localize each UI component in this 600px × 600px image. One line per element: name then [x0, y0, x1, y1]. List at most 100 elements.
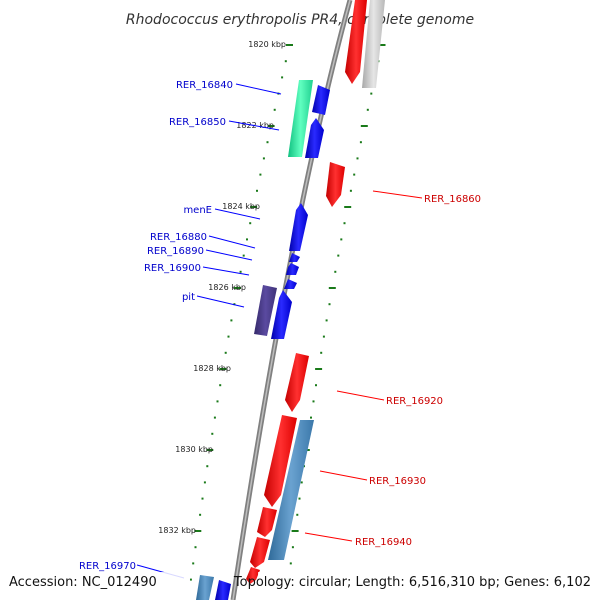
ruler-tick: [206, 465, 209, 468]
ruler-tick: [259, 173, 262, 176]
leader-lines-left: [136, 83, 282, 579]
gene-steel[interactable]: [268, 420, 314, 560]
kbp-label: 1830 kbp: [175, 445, 213, 454]
ruler-tick: [249, 222, 252, 225]
ruler-tick: [366, 108, 369, 111]
ruler-tick: [315, 368, 323, 370]
ruler-tick: [194, 546, 197, 549]
ruler-tick: [233, 303, 236, 306]
gene-forward[interactable]: [271, 290, 292, 339]
ruler-tick: [256, 189, 258, 192]
ruler-tick: [242, 254, 245, 257]
gene-features: [196, 0, 385, 600]
gene-forward[interactable]: [289, 203, 308, 251]
gene-reverse[interactable]: [257, 507, 277, 537]
gene-label[interactable]: RER_16900: [144, 263, 201, 274]
ruler-tick: [320, 351, 323, 354]
ruler-tick: [289, 562, 292, 565]
ruler-tick: [291, 546, 294, 549]
ruler-tick: [356, 157, 359, 160]
gene-label[interactable]: RER_16920: [386, 396, 443, 407]
ruler-tick: [328, 303, 331, 306]
gene-rna[interactable]: [288, 80, 313, 157]
gene-label[interactable]: pit: [182, 292, 195, 303]
ruler-tick: [325, 319, 328, 322]
ruler-tick: [201, 497, 204, 500]
ruler-tick: [344, 206, 352, 208]
ruler-tick: [286, 44, 293, 46]
ruler-tick: [300, 481, 303, 484]
accession-text: Accession: NC_012490: [9, 575, 157, 590]
gene-other[interactable]: [254, 285, 277, 336]
ruler-tick: [246, 238, 248, 241]
ruler-tick: [267, 125, 275, 127]
ruler-tick: [296, 513, 299, 516]
ruler-tick: [370, 92, 373, 95]
ruler-tick: [211, 432, 214, 435]
leader-lines-right: [304, 190, 423, 542]
ruler-tick: [189, 578, 192, 581]
ruler-tick: [340, 238, 343, 241]
ruler-tick: [349, 189, 352, 192]
gene-forward[interactable]: [284, 279, 297, 289]
ruler-tick: [310, 416, 312, 419]
ruler-tick: [203, 481, 206, 484]
gene-reverse[interactable]: [264, 415, 297, 507]
ruler-tick: [266, 141, 269, 144]
ruler-tick: [359, 141, 362, 144]
ruler-tick: [337, 254, 340, 257]
gene-label[interactable]: menE: [183, 205, 212, 216]
ruler-tick: [315, 384, 317, 387]
kbp-label: 1824 kbp: [222, 202, 260, 211]
ruler-tick: [298, 497, 301, 500]
ruler-tick: [322, 335, 325, 338]
gene-forward[interactable]: [305, 118, 324, 158]
gene-label[interactable]: RER_16880: [150, 232, 207, 243]
ruler-tick: [219, 368, 227, 370]
ruler-tick: [360, 125, 368, 127]
kbp-label: 1828 kbp: [193, 364, 231, 373]
ruler-tick: [281, 76, 284, 79]
gene-reverse[interactable]: [326, 162, 345, 207]
gene-steel[interactable]: [196, 575, 214, 600]
gene-label[interactable]: RER_16850: [169, 117, 226, 128]
ruler-tick: [250, 206, 258, 208]
kbp-label: 1826 kbp: [208, 283, 246, 292]
gene-label[interactable]: RER_16930: [369, 476, 426, 487]
gene-reverse[interactable]: [285, 353, 309, 412]
gene-forward[interactable]: [215, 580, 231, 600]
gene-label[interactable]: RER_16970: [79, 561, 136, 572]
ruler-tick: [273, 108, 276, 111]
gene-reverse[interactable]: [250, 537, 270, 568]
kbp-label: 1832 kbp: [158, 526, 196, 535]
ruler-tick: [224, 351, 227, 354]
gene-label[interactable]: RER_16940: [355, 537, 412, 548]
gene-reverse[interactable]: [246, 567, 260, 584]
ruler-tick: [234, 287, 241, 289]
ruler-tick: [378, 44, 386, 46]
gene-forward[interactable]: [286, 263, 299, 275]
ruler-tick: [194, 530, 202, 532]
ruler-tick: [192, 562, 195, 565]
gene-forward[interactable]: [312, 85, 330, 115]
gene-label[interactable]: RER_16860: [424, 194, 481, 205]
gene-pseudo[interactable]: [362, 0, 385, 88]
ruler-tick: [216, 400, 219, 403]
ruler-tick: [334, 270, 337, 273]
gene-label[interactable]: RER_16890: [147, 246, 204, 257]
footer-backdrop: [0, 572, 190, 592]
gene-forward[interactable]: [289, 253, 300, 262]
gene-label[interactable]: RER_16840: [176, 80, 233, 91]
ruler-tick: [213, 416, 216, 419]
map-title: Rhodococcus erythropolis PR4, complete g…: [126, 12, 474, 28]
ruler-tick: [284, 60, 287, 63]
ruler-tick: [262, 157, 265, 160]
ruler-tick: [219, 384, 222, 387]
ruler-tick: [291, 530, 299, 532]
ruler-tick: [199, 513, 202, 516]
ruler-tick: [227, 335, 230, 338]
ruler-tick: [239, 270, 242, 273]
ruler-tick: [312, 400, 315, 403]
gene-reverse[interactable]: [345, 0, 367, 84]
